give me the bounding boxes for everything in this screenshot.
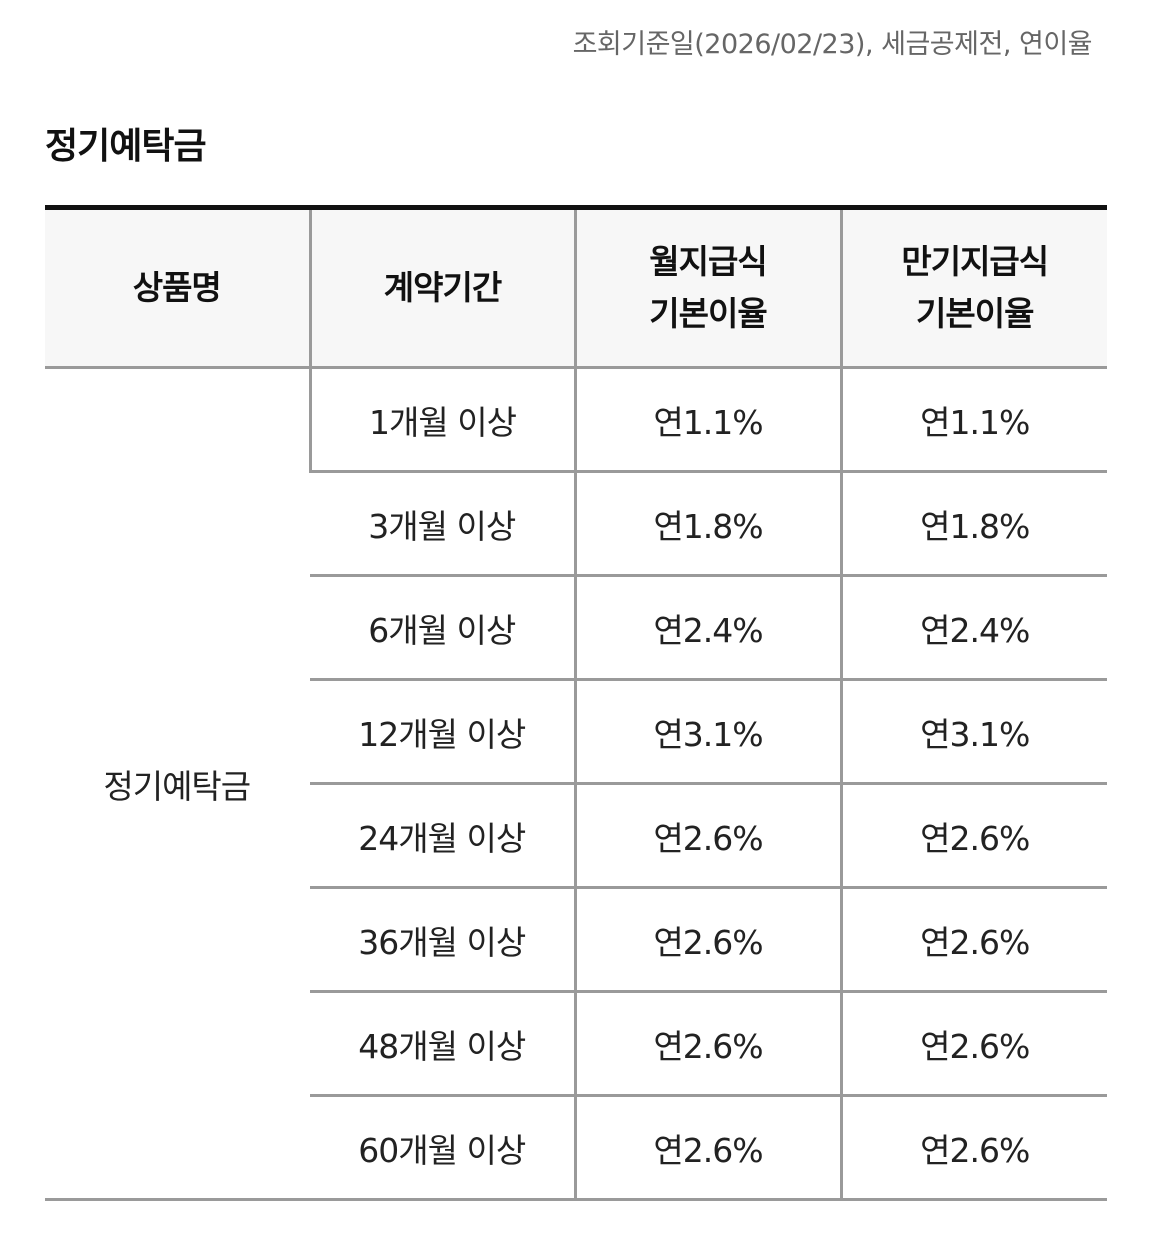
- monthly-rate-cell: 연2.6%: [573, 1095, 841, 1201]
- period-cell: 6개월 이상: [310, 575, 575, 681]
- monthly-rate-cell: 연1.1%: [573, 367, 841, 473]
- monthly-rate-cell: 연2.6%: [573, 991, 841, 1097]
- header-monthly-rate: 월지급식 기본이율: [573, 207, 841, 369]
- period-cell: 48개월 이상: [310, 991, 575, 1097]
- maturity-rate-cell: 연2.6%: [839, 1095, 1107, 1201]
- table-row: 48개월 이상 연2.6% 연2.6%: [45, 991, 1107, 1097]
- period-cell: 36개월 이상: [310, 887, 575, 993]
- period-cell: 24개월 이상: [310, 783, 575, 889]
- header-maturity-rate: 만기지급식 기본이율: [839, 207, 1107, 369]
- monthly-rate-cell: 연2.6%: [573, 783, 841, 889]
- monthly-rate-cell: 연2.6%: [573, 887, 841, 993]
- maturity-rate-cell: 연2.6%: [839, 783, 1107, 889]
- reference-date-note: 조회기준일(2026/02/23), 세금공제전, 연이율: [572, 29, 1093, 60]
- period-cell: 12개월 이상: [310, 679, 575, 785]
- product-name-cell: 정기예탁금: [103, 766, 251, 806]
- maturity-rate-cell: 연1.1%: [839, 367, 1107, 473]
- section-title: 정기예탁금: [45, 126, 207, 167]
- monthly-rate-cell: 연2.4%: [573, 575, 841, 681]
- table-row: 3개월 이상 연1.8% 연1.8%: [45, 471, 1107, 577]
- maturity-rate-cell: 연3.1%: [839, 679, 1107, 785]
- table-row: 12개월 이상 연3.1% 연3.1%: [45, 679, 1107, 785]
- table-row: 60개월 이상 연2.6% 연2.6%: [45, 1095, 1107, 1201]
- maturity-rate-cell: 연2.6%: [839, 991, 1107, 1097]
- table-row: 24개월 이상 연2.6% 연2.6%: [45, 783, 1107, 889]
- table-header-row: 상품명 계약기간 월지급식 기본이율 만기지급식 기본이율: [45, 207, 1107, 369]
- table-row: 36개월 이상 연2.6% 연2.6%: [45, 887, 1107, 993]
- header-contract-period: 계약기간: [308, 207, 575, 369]
- interest-rate-table: 상품명 계약기간 월지급식 기본이율 만기지급식 기본이율 정기예탁금 1개월 …: [45, 205, 1107, 1201]
- monthly-rate-cell: 연1.8%: [573, 471, 841, 577]
- monthly-rate-cell: 연3.1%: [573, 679, 841, 785]
- period-cell: 60개월 이상: [310, 1095, 575, 1201]
- maturity-rate-cell: 연2.6%: [839, 887, 1107, 993]
- header-product-name: 상품명: [45, 207, 310, 369]
- period-cell: 1개월 이상: [308, 367, 575, 473]
- period-cell: 3개월 이상: [310, 471, 575, 577]
- table-row: 정기예탁금 1개월 이상 연1.1% 연1.1%: [45, 367, 1107, 806]
- table-row: 6개월 이상 연2.4% 연2.4%: [45, 575, 1107, 681]
- maturity-rate-cell: 연2.4%: [839, 575, 1107, 681]
- maturity-rate-cell: 연1.8%: [839, 471, 1107, 577]
